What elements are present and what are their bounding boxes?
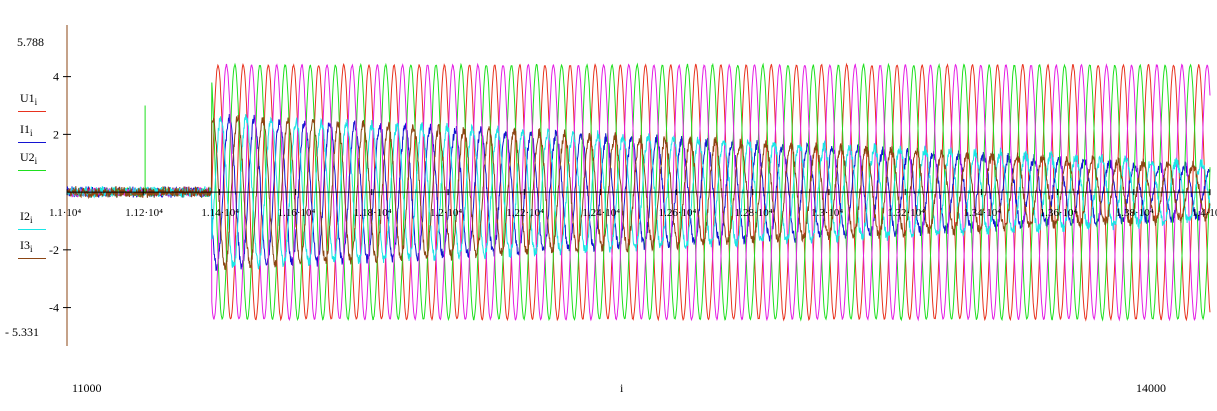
y-tick-label: 2 bbox=[53, 127, 59, 141]
x-tick-label: 1.28·10⁴ bbox=[735, 207, 773, 219]
x-tick-label: 1.3·10⁴ bbox=[811, 207, 843, 219]
y-tick-label: -4 bbox=[49, 301, 59, 315]
x-tick-label: 1.18·10⁴ bbox=[354, 207, 392, 219]
x-tick-label: 1.38·10⁴ bbox=[1116, 207, 1154, 219]
legend-subscript: i bbox=[34, 156, 38, 166]
legend-swatch-i3 bbox=[18, 258, 46, 259]
x-axis-title: i bbox=[620, 381, 624, 395]
legend-subscript: i bbox=[30, 128, 33, 138]
x-tick-label: 1.4·10⁴ bbox=[1192, 207, 1217, 219]
x-tick-label: 1.2·10⁴ bbox=[430, 207, 462, 219]
x-tick-label: 1.16·10⁴ bbox=[278, 207, 316, 219]
series-line-i1 bbox=[66, 113, 1211, 271]
legend-swatch-u2 bbox=[18, 170, 46, 171]
x-tick-label: 1.22·10⁴ bbox=[506, 207, 544, 219]
legend-label-u1: U1i bbox=[20, 91, 37, 107]
y-tick-label: 4 bbox=[53, 70, 59, 84]
y-tick-label: -2 bbox=[49, 243, 59, 257]
legend-swatch-i2 bbox=[18, 229, 46, 230]
legend-name: U2 bbox=[20, 150, 35, 164]
x-tick-label: 1.34·10⁴ bbox=[963, 207, 1001, 219]
legend-label-i2: I2i bbox=[20, 209, 33, 225]
legend-label-u2: U2i bbox=[20, 150, 37, 166]
x-tick-label: 1.1·10⁴ bbox=[49, 207, 81, 219]
legend-name: U1 bbox=[20, 91, 35, 105]
legend-swatch-i1 bbox=[18, 142, 46, 143]
legend-subscript: i bbox=[30, 215, 33, 225]
legend-subscript: i bbox=[30, 244, 33, 254]
legend-subscript: i bbox=[34, 97, 38, 107]
legend-label-i3: I3i bbox=[20, 238, 33, 254]
series-line-unlabeled-3 bbox=[66, 62, 1211, 322]
x-min-label: 11000 bbox=[72, 381, 102, 395]
y-min-label: - 5.331 bbox=[5, 325, 39, 339]
legend-swatch-u1 bbox=[18, 111, 46, 112]
series-line-u1 bbox=[66, 62, 1211, 322]
x-max-label: 14000 bbox=[1136, 381, 1166, 395]
series-line-i3 bbox=[66, 115, 1211, 271]
series-line-i2 bbox=[66, 114, 1211, 270]
x-tick-label: 1.12·10⁴ bbox=[125, 207, 163, 219]
x-tick-label: 1.26·10⁴ bbox=[659, 207, 697, 219]
x-tick-label: 1.36·10⁴ bbox=[1040, 207, 1078, 219]
x-tick-label: 1.24·10⁴ bbox=[582, 207, 620, 219]
y-max-label: 5.788 bbox=[17, 35, 44, 49]
legend-label-i1: I1i bbox=[20, 122, 33, 138]
legend-name: I2 bbox=[20, 209, 30, 223]
series-line-u2 bbox=[66, 62, 1211, 322]
x-tick-label: 1.32·10⁴ bbox=[887, 207, 925, 219]
legend-name: I1 bbox=[20, 122, 30, 136]
x-tick-label: 1.14·10⁴ bbox=[201, 207, 239, 219]
legend-name: I3 bbox=[20, 238, 30, 252]
